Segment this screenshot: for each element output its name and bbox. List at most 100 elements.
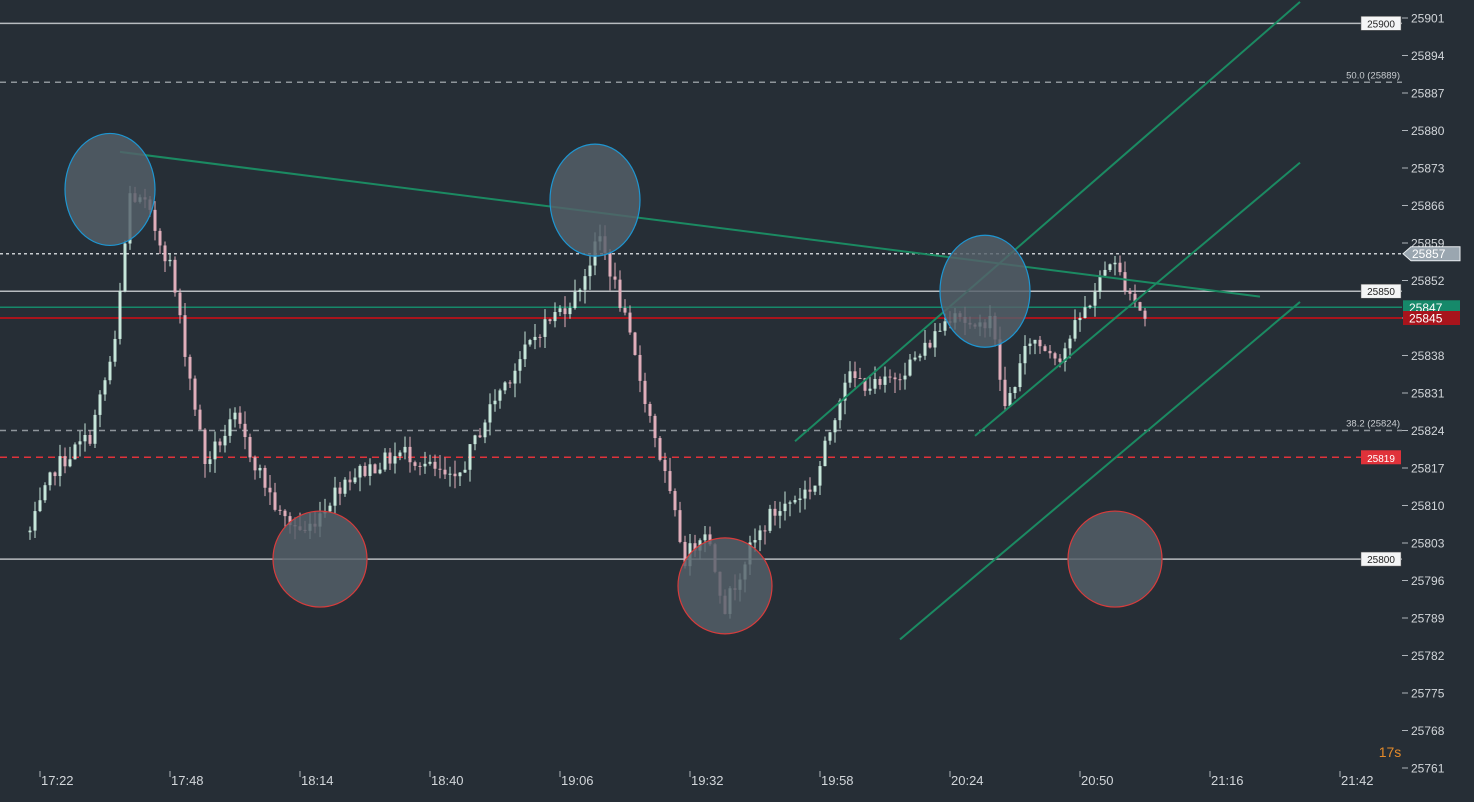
candle-body	[278, 509, 282, 511]
candle	[893, 372, 897, 394]
candle	[328, 502, 332, 513]
candle-body	[328, 505, 332, 512]
candle	[453, 460, 457, 489]
candle	[353, 468, 357, 485]
candle-body	[233, 412, 237, 420]
candle	[428, 454, 432, 466]
candle-body	[613, 276, 617, 280]
candle-body	[453, 473, 457, 477]
candle-body	[658, 438, 662, 460]
candle-body	[478, 435, 482, 438]
candle	[273, 482, 277, 512]
candle-body	[943, 321, 947, 331]
candle-body	[198, 409, 202, 430]
candle-body	[153, 209, 157, 231]
time-tick-label: 20:50	[1081, 773, 1114, 788]
candle-body	[358, 465, 362, 478]
candle-body	[428, 461, 432, 464]
level-tag: 50.0 (25889)	[1346, 70, 1400, 81]
candle-body	[583, 276, 587, 290]
price-tick: 25789	[1402, 612, 1445, 626]
time-tick-label: 19:32	[691, 773, 724, 788]
candle	[1053, 351, 1057, 366]
candle	[153, 201, 157, 241]
candle-body	[998, 339, 1002, 380]
candle-body	[633, 332, 637, 355]
candle	[823, 436, 827, 467]
candle	[663, 452, 667, 483]
candle-body	[468, 444, 472, 470]
candle	[243, 411, 247, 450]
candle	[178, 288, 182, 324]
candle-body	[238, 412, 242, 424]
candle-body	[48, 472, 52, 486]
candle-body	[58, 456, 62, 477]
candle-body	[208, 459, 212, 464]
candle-body	[1008, 393, 1012, 407]
price-tick-label: 25831	[1411, 387, 1445, 401]
candle	[628, 305, 632, 335]
candle	[238, 406, 242, 429]
candle-body	[1033, 339, 1037, 344]
candle-body	[388, 452, 392, 464]
candle	[1063, 342, 1067, 372]
candle-body	[1098, 275, 1102, 292]
candle	[558, 305, 562, 317]
time-axis[interactable]: 17:22 17:48 18:14 18:40 19:06 19:32 19:58 20:24…	[39, 771, 1374, 788]
candle	[928, 339, 932, 349]
candle-body	[883, 376, 887, 385]
candle	[158, 228, 162, 255]
candle	[173, 256, 177, 297]
candle-body	[68, 459, 72, 467]
candle	[783, 491, 787, 521]
candle-body	[643, 380, 647, 405]
candle-body	[158, 230, 162, 246]
price-tick: 25761	[1402, 762, 1445, 776]
candle	[478, 428, 482, 438]
candle	[513, 363, 517, 398]
candle-body	[93, 414, 97, 444]
candle-body	[1023, 346, 1027, 364]
candle-body	[383, 452, 387, 470]
candle-body	[1118, 262, 1122, 273]
candle-body	[103, 380, 107, 395]
time-tick-label: 17:48	[171, 773, 204, 788]
candle-body	[268, 487, 272, 493]
candle-body	[558, 308, 562, 313]
candle	[1088, 304, 1092, 309]
candle-body	[903, 375, 907, 380]
price-axis[interactable]: 2590125894258872588025873258662585925852…	[1402, 12, 1445, 776]
candle	[878, 376, 882, 390]
candle-body	[703, 534, 707, 541]
candle-body	[508, 382, 512, 384]
time-tick-label: 18:14	[301, 773, 334, 788]
candle-body	[398, 452, 402, 457]
candle	[388, 448, 392, 471]
candle-body	[803, 489, 807, 499]
horizontal-levels	[0, 22, 1402, 560]
candle	[918, 353, 922, 362]
candle-body	[938, 330, 942, 332]
candle	[608, 248, 612, 291]
candle	[163, 241, 167, 273]
price-tick: 25901	[1402, 12, 1445, 26]
candle	[518, 351, 522, 384]
price-tick-label: 25775	[1411, 687, 1445, 701]
candle-body	[1123, 272, 1127, 291]
candle-body	[403, 446, 407, 453]
candle-body	[518, 359, 522, 371]
candle	[218, 438, 222, 453]
candle-body	[253, 457, 257, 471]
candle	[468, 443, 472, 482]
price-tick-label: 25817	[1411, 462, 1445, 476]
level-tag-label: 25850	[1367, 287, 1395, 298]
candle	[1043, 344, 1047, 352]
candle	[93, 409, 97, 448]
candle-body	[923, 342, 927, 356]
candle	[398, 450, 402, 461]
candle-body	[1053, 353, 1057, 359]
candle	[503, 381, 507, 395]
candle-body	[1048, 350, 1052, 354]
time-tick-label: 19:06	[561, 773, 594, 788]
